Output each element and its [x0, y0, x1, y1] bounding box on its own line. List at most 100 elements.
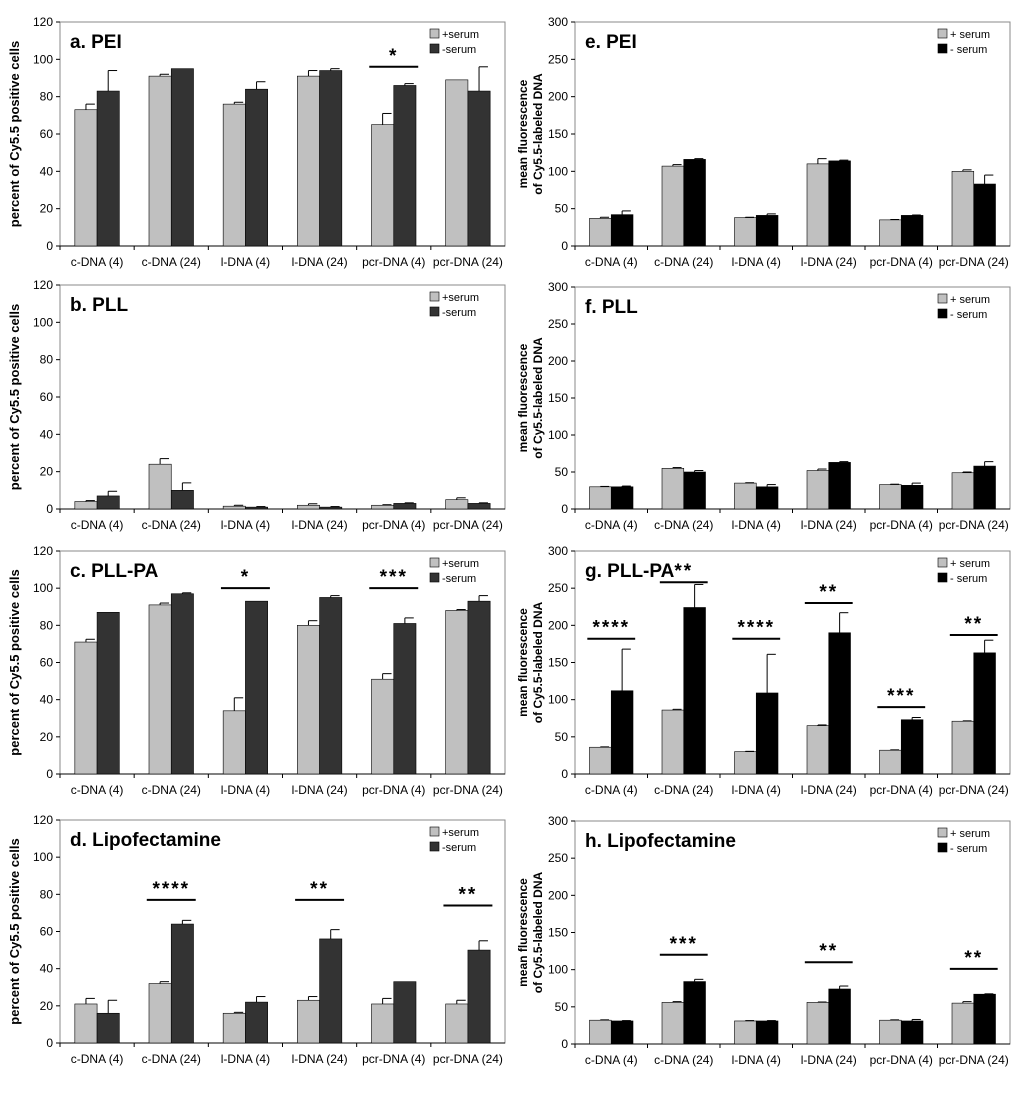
bar-plus-serum — [297, 75, 320, 247]
y-tick-label: 120 — [33, 544, 53, 558]
bar-minus-serum — [900, 1020, 924, 1045]
bar-plus-serum — [806, 725, 830, 775]
bar-plus-serum — [297, 999, 320, 1044]
significance-label: ** — [674, 561, 693, 582]
x-tick-label: pcr-DNA (4) — [362, 518, 425, 532]
bar-minus-serum — [973, 183, 996, 247]
legend-label: - serum — [950, 309, 987, 321]
y-tick-label: 100 — [548, 428, 568, 442]
bar-plus-serum — [148, 463, 172, 510]
significance-label: **** — [737, 618, 775, 639]
y-tick-label: 100 — [548, 963, 568, 977]
bar-plus-serum — [74, 1003, 98, 1044]
bar-minus-serum — [467, 600, 491, 775]
plot-frame — [574, 820, 1011, 1045]
x-tick-label: pcr-DNA (4) — [870, 518, 933, 532]
y-axis-label: of Cy5.5-labeled DNA — [531, 871, 545, 993]
y-tick-label: 20 — [40, 730, 54, 744]
bar-minus-serum — [755, 692, 779, 775]
plot-frame — [574, 21, 1011, 247]
chart-a: 0 20 40 60 80 100 120 c-DNA (4) c-DNA (24) l-DNA … — [7, 15, 506, 269]
significance-label: *** — [380, 567, 408, 588]
legend-swatch — [429, 28, 440, 39]
bar-plus-serum — [297, 504, 320, 510]
bar-minus-serum — [900, 215, 924, 247]
y-tick-label: 100 — [33, 581, 53, 595]
legend-label: + serum — [950, 558, 990, 570]
chart-title: b. PLL — [70, 295, 128, 316]
x-tick-label: l-DNA (4) — [221, 783, 270, 797]
bar-plus-serum — [74, 641, 98, 775]
bar-minus-serum — [683, 981, 706, 1045]
bar-plus-serum — [661, 467, 685, 510]
chart-e: 0 50 100 150 200 250 300 c-DNA (4) c-DNA (24) l-D… — [516, 15, 1011, 269]
chart-title: d. Lipofectamine — [70, 830, 221, 851]
legend-label: +serum — [442, 29, 479, 41]
bar-plus-serum — [951, 720, 975, 775]
bar-minus-serum — [96, 495, 120, 510]
bar-plus-serum — [879, 219, 902, 247]
legend-swatch — [429, 557, 440, 568]
bar-plus-serum — [589, 1019, 612, 1045]
y-tick-label: 120 — [33, 278, 53, 292]
y-tick-label: 120 — [33, 813, 53, 827]
bar-minus-serum — [96, 612, 120, 775]
y-axis-label: of Cy5.5-labeled DNA — [531, 601, 545, 723]
x-tick-label: l-DNA (24) — [292, 255, 348, 269]
bar-plus-serum — [589, 746, 612, 775]
bar-minus-serum — [245, 88, 268, 247]
y-tick-label: 0 — [46, 502, 53, 516]
bar-plus-serum — [734, 751, 757, 775]
x-tick-label: c-DNA (4) — [71, 783, 124, 797]
plot-frame — [59, 819, 506, 1044]
bar-minus-serum — [683, 159, 706, 247]
y-tick-label: 300 — [548, 814, 568, 828]
y-axis-label: percent of Cy5.5 positive cells — [7, 838, 22, 1024]
y-tick-label: 300 — [548, 544, 568, 558]
x-tick-label: l-DNA (24) — [801, 255, 857, 269]
bar-minus-serum — [828, 632, 851, 775]
bar-plus-serum — [371, 1003, 395, 1044]
y-tick-label: 150 — [548, 926, 568, 940]
bar-minus-serum — [683, 607, 706, 775]
x-tick-label: c-DNA (24) — [654, 1053, 713, 1067]
y-tick-label: 250 — [548, 317, 568, 331]
y-tick-label: 250 — [548, 851, 568, 865]
x-tick-label: pcr-DNA (24) — [939, 255, 1009, 269]
bar-minus-serum — [393, 503, 417, 510]
bar-minus-serum — [245, 1001, 268, 1044]
bar-minus-serum — [610, 486, 634, 510]
legend-swatch — [937, 572, 948, 583]
y-tick-label: 50 — [555, 465, 569, 479]
legend-label: + serum — [950, 828, 990, 840]
bar-plus-serum — [371, 504, 395, 510]
x-tick-label: pcr-DNA (4) — [870, 255, 933, 269]
x-tick-label: pcr-DNA (4) — [362, 783, 425, 797]
y-tick-label: 50 — [555, 202, 569, 216]
bar-plus-serum — [734, 1020, 757, 1045]
x-tick-label: pcr-DNA (4) — [870, 783, 933, 797]
bar-plus-serum — [661, 709, 685, 775]
y-axis-label: mean fluorescence — [516, 343, 530, 452]
bar-plus-serum — [148, 983, 172, 1044]
bar-minus-serum — [170, 490, 194, 510]
y-tick-label: 60 — [40, 656, 54, 670]
y-tick-label: 0 — [561, 502, 568, 516]
x-tick-label: c-DNA (24) — [654, 518, 713, 532]
y-tick-label: 60 — [40, 127, 54, 141]
y-axis-label: percent of Cy5.5 positive cells — [7, 304, 22, 490]
y-tick-label: 40 — [40, 164, 54, 178]
y-tick-label: 100 — [548, 164, 568, 178]
y-tick-label: 80 — [40, 90, 54, 104]
bar-minus-serum — [828, 462, 851, 510]
legend-label: - serum — [950, 843, 987, 855]
legend-swatch — [429, 43, 440, 54]
legend-swatch — [937, 28, 948, 39]
y-tick-label: 0 — [561, 1037, 568, 1051]
chart-h: 0 50 100 150 200 250 300 c-DNA (4) c-DNA (24) l-D… — [516, 814, 1011, 1067]
x-tick-label: l-DNA (4) — [221, 1052, 270, 1066]
legend-label: + serum — [950, 294, 990, 306]
bar-minus-serum — [683, 471, 706, 510]
bar-plus-serum — [371, 678, 395, 775]
x-tick-label: pcr-DNA (24) — [939, 1053, 1009, 1067]
